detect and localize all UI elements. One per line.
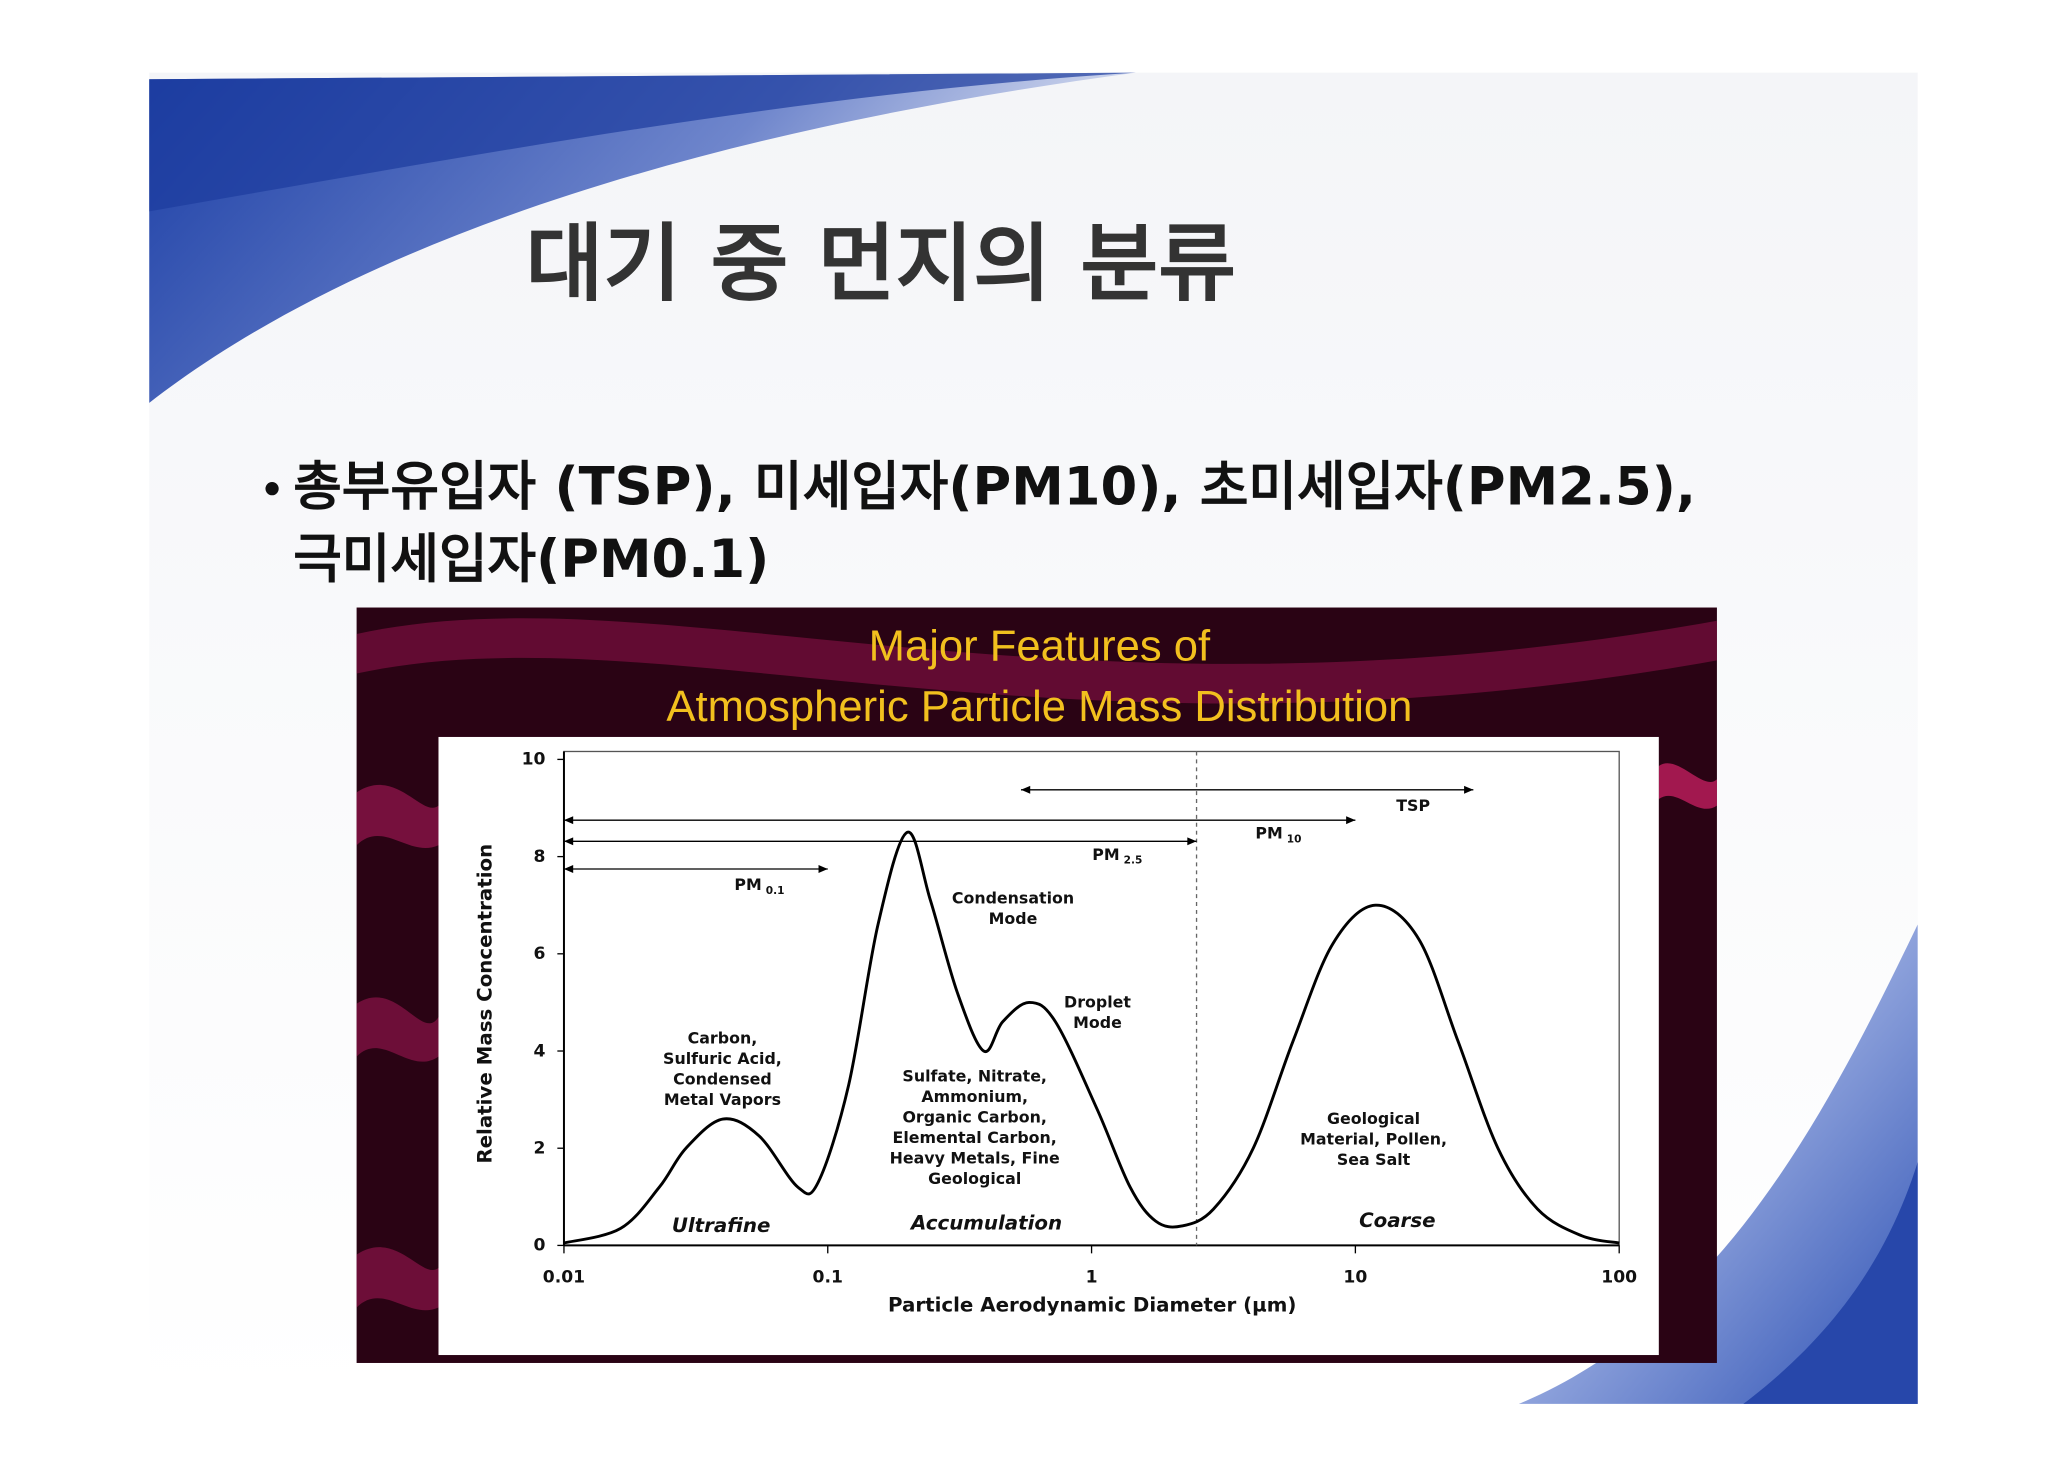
- panel-streak: [356, 997, 439, 1062]
- range-label-sub: 0.1: [766, 885, 785, 897]
- range-label: PM 2.5: [1092, 845, 1142, 867]
- chart-title: Major Features of: [869, 622, 1211, 670]
- annotation: Organic Carbon,: [902, 1108, 1046, 1127]
- x-tick-label: 10: [1343, 1267, 1367, 1287]
- y-tick-label: 2: [534, 1139, 546, 1159]
- y-tick-label: 6: [534, 944, 546, 964]
- annotation: Mode: [989, 909, 1038, 928]
- arrow-head: [1187, 837, 1197, 846]
- annotation: Sulfate, Nitrate,: [902, 1067, 1047, 1086]
- arrow-head: [563, 816, 574, 825]
- y-axis-label: Relative Mass Concentration: [473, 844, 496, 1164]
- annotation: Droplet: [1064, 993, 1131, 1012]
- bullet-dot: [265, 482, 279, 496]
- range-label-text: PM: [734, 875, 761, 894]
- x-tick-label: 100: [1601, 1267, 1637, 1287]
- range-label-text: PM: [1255, 824, 1282, 843]
- range-label-text: TSP: [1396, 796, 1430, 815]
- x-tick-label: 0.1: [813, 1267, 843, 1287]
- annotation: Carbon,: [688, 1028, 758, 1047]
- y-tick-label: 0: [534, 1236, 546, 1256]
- y-tick-label: 4: [534, 1041, 546, 1061]
- range-label-text: PM: [1092, 845, 1119, 864]
- distribution-curve: [563, 830, 1620, 1245]
- panel-streak: [356, 784, 439, 849]
- mode-label: Accumulation: [909, 1212, 1062, 1235]
- x-tick-label: 1: [1086, 1267, 1098, 1287]
- arrow-head: [563, 865, 574, 873]
- x-axis-label: Particle Aerodynamic Diameter (µm): [888, 1293, 1296, 1316]
- arrow-head: [563, 837, 574, 846]
- annotation: Mode: [1073, 1013, 1122, 1032]
- annotation: Condensed: [673, 1069, 772, 1088]
- arrow-head: [818, 865, 828, 873]
- plot-background: [438, 736, 1659, 1356]
- annotation: Metal Vapors: [664, 1090, 781, 1109]
- mode-label: Coarse: [1359, 1209, 1435, 1232]
- bullet-text: 극미세입자(PM0.1): [293, 529, 769, 590]
- annotation: Heavy Metals, Fine: [890, 1149, 1060, 1168]
- annotation: Condensation: [952, 888, 1074, 907]
- mode-label: Ultrafine: [672, 1214, 771, 1237]
- annotation: Geological: [1327, 1109, 1420, 1128]
- range-label: PM 0.1: [734, 875, 784, 897]
- range-label: TSP: [1396, 796, 1430, 815]
- annotation: Material, Pollen,: [1300, 1129, 1447, 1148]
- annotation: Geological: [928, 1169, 1021, 1188]
- range-label-sub: 2.5: [1124, 855, 1143, 867]
- plot: 0 2 4 6 8 10 0.01 0.1 1 10 100 PM 0.1 PM 2.5 PM 10 TSP Car…: [522, 750, 1638, 1288]
- annotation: Ammonium,: [921, 1087, 1028, 1106]
- x-tick-label: 0.01: [543, 1267, 585, 1287]
- swoosh: [1743, 1162, 1918, 1404]
- arrow-head: [1464, 785, 1474, 794]
- panel-streak: [1658, 763, 1717, 809]
- bullet-text: 총부유입자 (TSP), 미세입자(PM10), 초미세입자(PM2.5),: [293, 457, 1696, 518]
- panel-streak: [356, 618, 1717, 704]
- chart-title: Atmospheric Particle Mass Distribution: [666, 683, 1412, 731]
- swoosh: [149, 72, 1136, 212]
- panel-streak: [356, 1247, 439, 1311]
- arrow-head: [1346, 816, 1356, 825]
- y-tick-label: 8: [534, 847, 546, 867]
- range-label: PM 10: [1255, 824, 1301, 846]
- slide-title: 대기 중 먼지의 분류: [526, 215, 1236, 313]
- swoosh: [1518, 924, 1918, 1404]
- range-label-sub: 10: [1287, 834, 1302, 846]
- y-tick-label: 10: [522, 750, 546, 770]
- annotation: Elemental Carbon,: [893, 1128, 1057, 1147]
- annotation: Sea Salt: [1337, 1150, 1411, 1169]
- arrow-head: [1020, 785, 1031, 794]
- annotation: Sulfuric Acid,: [663, 1049, 782, 1068]
